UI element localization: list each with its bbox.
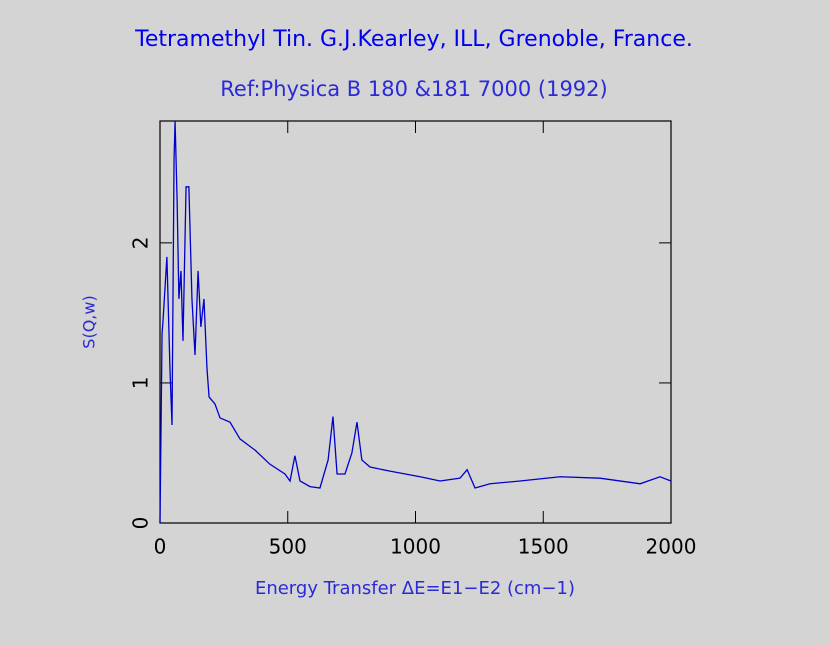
y-tick-label: 1 <box>129 377 153 390</box>
x-tick-label: 1000 <box>390 535 441 559</box>
y-axis-label: S(Q,w) <box>80 295 99 348</box>
spectrum-line <box>159 120 672 524</box>
x-tick-label: 1500 <box>518 535 569 559</box>
y-tick-label: 2 <box>129 236 153 249</box>
x-tick-label: 2000 <box>646 535 697 559</box>
x-axis-label: Energy Transfer ΔE=E1−E2 (cm−1) <box>255 578 575 599</box>
chart-subtitle: Ref:Physica B 180 &181 7000 (1992) <box>220 77 607 101</box>
x-tick-label: 0 <box>154 535 167 559</box>
x-tick-label: 500 <box>269 535 307 559</box>
y-tick-label: 0 <box>129 517 153 530</box>
chart-title: Tetramethyl Tin. G.J.Kearley, ILL, Greno… <box>134 27 693 52</box>
